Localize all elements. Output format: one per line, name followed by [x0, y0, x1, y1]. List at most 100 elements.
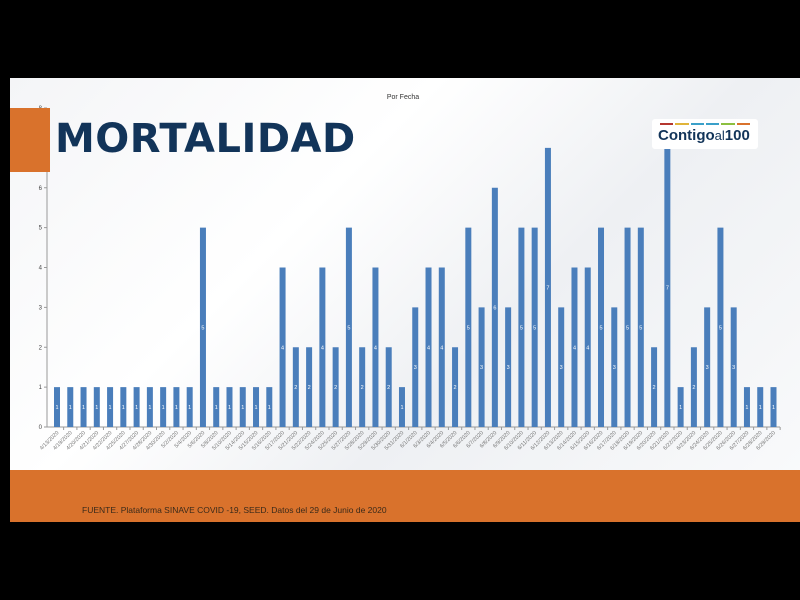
data-label: 4 [374, 345, 377, 351]
bar [160, 387, 167, 427]
data-label: 3 [414, 365, 417, 371]
y-tick-label: 1 [39, 385, 43, 391]
bar [146, 387, 153, 427]
data-label: 1 [745, 405, 748, 411]
data-label: 1 [148, 405, 151, 411]
bar [584, 267, 591, 427]
logo-text-main: Contigo [658, 127, 715, 144]
bar [398, 387, 405, 427]
bar [677, 387, 684, 427]
bar [54, 387, 60, 427]
y-tick-label: 6 [39, 186, 43, 192]
bar [199, 227, 206, 427]
data-label: 5 [520, 325, 523, 331]
bar [770, 387, 777, 427]
data-label: 5 [201, 325, 204, 331]
data-label: 1 [679, 405, 682, 411]
bar [664, 147, 671, 427]
bar [359, 347, 366, 427]
data-label: 4 [281, 345, 284, 351]
data-label: 5 [626, 325, 629, 331]
logo-text-al: al [714, 128, 725, 143]
data-label: 1 [69, 405, 72, 411]
logo-text: Contigoal100 [658, 127, 750, 144]
bar [133, 387, 140, 427]
bar [531, 227, 538, 427]
data-label: 3 [507, 365, 510, 371]
bar [372, 267, 379, 427]
y-tick-label: 5 [39, 226, 43, 232]
bar [345, 227, 352, 427]
bar [80, 387, 87, 427]
data-label: 2 [653, 385, 656, 391]
bar [173, 387, 180, 427]
data-label: 4 [440, 345, 443, 351]
data-label: 5 [599, 325, 602, 331]
bar [544, 147, 551, 427]
bar [412, 307, 419, 427]
data-label: 4 [573, 345, 576, 351]
logo-stripe [660, 123, 674, 125]
bar [239, 387, 246, 427]
y-tick-label: 3 [39, 305, 43, 311]
bar [438, 267, 445, 427]
bar [558, 307, 565, 427]
data-label: 1 [254, 405, 257, 411]
bar [743, 387, 750, 427]
bar [452, 347, 459, 427]
bar [213, 387, 220, 427]
data-label: 4 [586, 345, 589, 351]
data-label: 2 [294, 385, 297, 391]
data-label: 1 [162, 405, 165, 411]
footer-bar: FUENTE. Plataforma SINAVE COVID -19, SEE… [10, 470, 800, 522]
bar [717, 227, 724, 427]
bar [120, 387, 127, 427]
data-label: 2 [692, 385, 695, 391]
logo-stripes [660, 123, 750, 125]
data-label: 5 [639, 325, 642, 331]
y-tick-label: 4 [39, 266, 43, 272]
slide-title: MORTALIDAD [55, 116, 356, 162]
data-label: 1 [268, 405, 271, 411]
logo-stripe [675, 123, 689, 125]
data-label: 5 [347, 325, 350, 331]
bar [385, 347, 392, 427]
chart-title: Por Fecha [387, 94, 419, 101]
logo: Contigoal100 [652, 119, 758, 149]
logo-text-num: 100 [724, 127, 750, 144]
data-label: 5 [467, 325, 470, 331]
data-label: 6 [493, 305, 496, 311]
data-label: 1 [772, 405, 775, 411]
bar [491, 187, 498, 427]
data-label: 5 [719, 325, 722, 331]
data-label: 2 [308, 385, 311, 391]
bar [226, 387, 233, 427]
bar [186, 387, 193, 427]
bar [611, 307, 618, 427]
bar [598, 227, 605, 427]
data-label: 7 [546, 285, 549, 291]
bar [266, 387, 273, 427]
bar [67, 387, 74, 427]
data-label: 1 [188, 405, 191, 411]
data-label: 1 [400, 405, 403, 411]
bar [651, 347, 658, 427]
bar [637, 227, 644, 427]
data-label: 3 [732, 365, 735, 371]
bar [306, 347, 313, 427]
bar [332, 347, 339, 427]
bar [730, 307, 737, 427]
data-label: 4 [427, 345, 430, 351]
bar [319, 267, 326, 427]
data-label: 7 [666, 285, 669, 291]
bar [465, 227, 472, 427]
bar [757, 387, 764, 427]
data-label: 3 [480, 365, 483, 371]
logo-stripe [736, 123, 750, 125]
data-label: 1 [241, 405, 244, 411]
bar [505, 307, 512, 427]
data-label: 1 [82, 405, 85, 411]
bar [518, 227, 525, 427]
data-label: 2 [361, 385, 364, 391]
